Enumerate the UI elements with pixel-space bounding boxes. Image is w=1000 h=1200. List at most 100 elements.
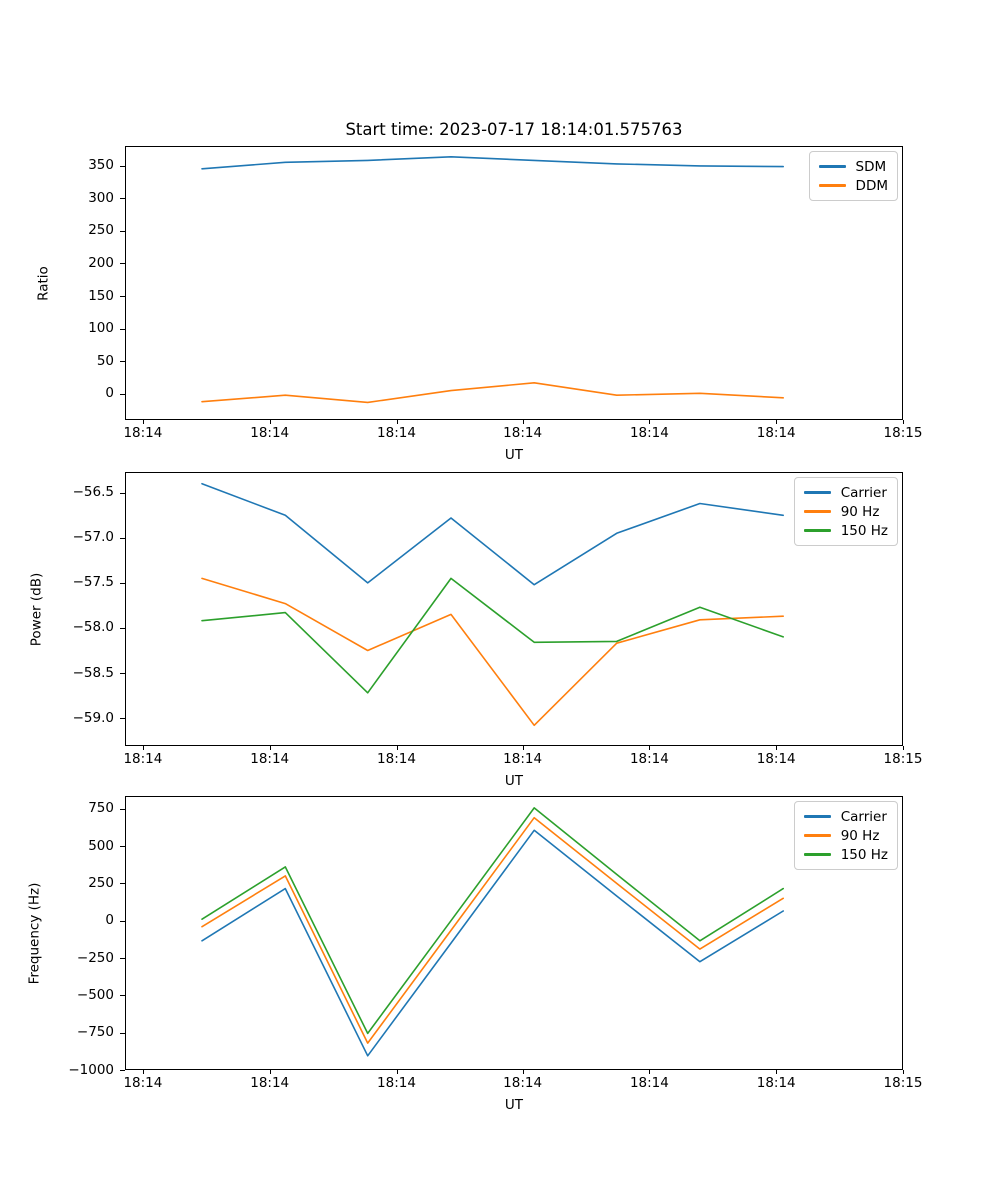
y-tick-label: 250 bbox=[88, 222, 114, 239]
x-tick-label: 18:14 bbox=[123, 751, 163, 767]
legend-line-sample-ddm bbox=[818, 184, 846, 187]
frequency-legend: Carrier 90 Hz 150 Hz bbox=[793, 801, 898, 870]
x-tick-label: 18:14 bbox=[756, 425, 796, 441]
plot-border bbox=[125, 796, 903, 1070]
y-tick-label: −58.0 bbox=[72, 619, 114, 636]
y-tick-mark bbox=[120, 808, 125, 810]
x-tick-mark bbox=[269, 1070, 271, 1074]
legend-line-sample-90hz bbox=[803, 834, 831, 837]
legend-line-sample-150hz bbox=[803, 529, 831, 532]
y-tick-mark bbox=[120, 296, 125, 297]
y-tick-mark bbox=[120, 537, 125, 539]
x-tick-label: 18:14 bbox=[629, 1075, 669, 1091]
x-tick-mark bbox=[649, 420, 651, 424]
y-tick-label: −57.0 bbox=[72, 529, 114, 546]
y-tick-label: 300 bbox=[88, 189, 114, 206]
legend-row: Carrier bbox=[803, 807, 888, 826]
legend-row: 90 Hz bbox=[803, 502, 888, 521]
y-tick-mark bbox=[120, 718, 125, 720]
plot-border bbox=[125, 146, 903, 420]
line-150hz bbox=[201, 577, 785, 694]
line-carrier bbox=[201, 482, 785, 586]
legend-row: 150 Hz bbox=[803, 845, 888, 864]
line-sdm bbox=[201, 156, 785, 170]
figure-title: Start time: 2023-07-17 18:14:01.575763 bbox=[345, 120, 683, 139]
x-tick-mark bbox=[142, 1070, 144, 1074]
x-tick-label: 18:14 bbox=[629, 425, 669, 441]
y-tick-mark bbox=[120, 673, 125, 674]
line-90hz bbox=[201, 816, 785, 1044]
y-tick-label: −500 bbox=[76, 986, 114, 1003]
legend-row: Carrier bbox=[803, 483, 888, 502]
x-tick-label: 18:14 bbox=[756, 1075, 796, 1091]
frequency-plot-area bbox=[125, 796, 903, 1070]
x-tick-mark bbox=[142, 420, 144, 424]
y-tick-mark bbox=[120, 393, 125, 395]
legend-row: 90 Hz bbox=[803, 826, 888, 845]
line-90hz bbox=[201, 577, 785, 727]
y-tick-label: −58.5 bbox=[72, 664, 114, 681]
x-tick-mark bbox=[269, 420, 271, 424]
line-150hz bbox=[201, 807, 785, 1035]
legend-label-150hz: 150 Hz bbox=[840, 522, 888, 539]
x-tick-mark bbox=[142, 746, 144, 750]
x-tick-label: 18:14 bbox=[377, 1075, 416, 1091]
y-tick-mark bbox=[120, 958, 125, 959]
y-tick-mark bbox=[120, 582, 125, 584]
y-tick-label: 500 bbox=[88, 837, 114, 854]
legend-label-90hz: 90 Hz bbox=[840, 503, 880, 520]
y-tick-mark bbox=[120, 846, 125, 847]
power-x-axis-label: UT bbox=[504, 773, 524, 789]
x-tick-label: 18:14 bbox=[503, 751, 543, 767]
y-tick-mark bbox=[120, 263, 125, 265]
x-tick-mark bbox=[649, 1070, 651, 1074]
x-tick-label: 18:15 bbox=[883, 1075, 923, 1091]
x-tick-label: 18:15 bbox=[883, 425, 923, 441]
y-tick-label: −56.5 bbox=[72, 484, 114, 501]
x-tick-mark bbox=[269, 746, 271, 750]
y-tick-label: 0 bbox=[105, 912, 114, 929]
x-tick-label: 18:14 bbox=[377, 425, 416, 441]
legend-label-150hz: 150 Hz bbox=[840, 846, 888, 863]
legend-row: SDM bbox=[818, 157, 888, 176]
y-tick-mark bbox=[120, 995, 125, 997]
legend-row: DDM bbox=[818, 176, 888, 195]
ratio-plot-area bbox=[125, 146, 903, 420]
line-ddm bbox=[201, 382, 785, 404]
y-tick-mark bbox=[120, 920, 125, 922]
y-tick-label: 100 bbox=[88, 320, 114, 337]
y-tick-label: 50 bbox=[96, 352, 114, 369]
x-tick-label: 18:14 bbox=[377, 751, 416, 767]
x-tick-mark bbox=[903, 1070, 904, 1074]
legend-line-sample-sdm bbox=[818, 165, 846, 168]
x-tick-mark bbox=[396, 746, 398, 750]
y-tick-mark bbox=[120, 328, 125, 330]
x-tick-label: 18:14 bbox=[503, 1075, 543, 1091]
y-tick-mark bbox=[120, 1070, 125, 1071]
legend-row: 150 Hz bbox=[803, 521, 888, 540]
x-tick-mark bbox=[776, 1070, 778, 1074]
x-tick-mark bbox=[776, 420, 778, 424]
y-tick-label: −57.5 bbox=[72, 574, 114, 591]
x-tick-mark bbox=[522, 420, 524, 424]
y-tick-label: −750 bbox=[76, 1024, 114, 1041]
x-tick-label: 18:14 bbox=[629, 751, 669, 767]
y-tick-label: −1000 bbox=[68, 1061, 114, 1078]
x-tick-mark bbox=[522, 1070, 524, 1074]
x-tick-mark bbox=[649, 746, 651, 750]
legend-label-ddm: DDM bbox=[855, 177, 888, 194]
y-tick-mark bbox=[120, 198, 125, 200]
legend-line-sample-carrier bbox=[803, 815, 831, 818]
y-tick-label: 750 bbox=[88, 800, 114, 817]
line-carrier bbox=[201, 829, 785, 1057]
x-tick-mark bbox=[903, 746, 904, 750]
frequency-x-axis-label: UT bbox=[504, 1097, 524, 1113]
x-tick-mark bbox=[396, 420, 398, 424]
y-tick-label: −250 bbox=[76, 949, 114, 966]
y-tick-mark bbox=[120, 361, 125, 363]
y-tick-mark bbox=[120, 883, 125, 885]
x-tick-mark bbox=[776, 746, 778, 750]
legend-label-90hz: 90 Hz bbox=[840, 827, 880, 844]
x-tick-label: 18:15 bbox=[883, 751, 923, 767]
